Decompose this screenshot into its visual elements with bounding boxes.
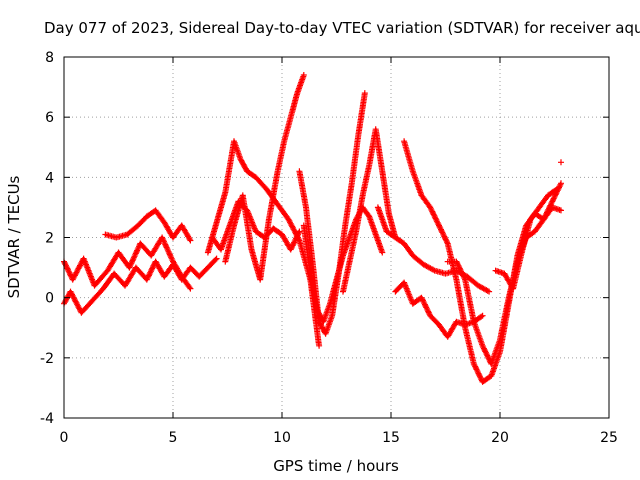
series-sat-track-14 [492,186,560,292]
x-tick-label: 0 [60,430,69,446]
x-axis-label: GPS time / hours [273,457,399,475]
series-sat-track-6 [222,72,307,283]
y-tick-label: 0 [45,291,54,307]
y-tick-label: -2 [40,351,54,367]
series-sat-track-3 [102,207,194,244]
y-tick-label: 4 [45,170,54,186]
x-tick-label: 10 [273,430,291,446]
x-tick-label: 15 [382,430,400,446]
series-sat-track-9 [340,126,399,295]
y-axis-label: SDTVAR / TECUs [5,175,23,298]
x-tick-label: 5 [169,430,178,446]
series-sat-track-15 [558,159,564,166]
data-series [61,72,564,385]
y-tick-label: 2 [45,231,54,247]
y-tick-label: 6 [45,110,54,126]
axis-ticks: 0 5 10 15 20 25 -4 -2 0 2 4 6 8 [40,50,618,446]
y-tick-label: -4 [40,411,54,427]
series-sat-track-11 [392,279,486,340]
x-tick-label: 25 [600,430,618,446]
x-tick-label: 20 [491,430,509,446]
chart-title: Day 077 of 2023, Sidereal Day-to-day VTE… [44,19,640,37]
y-tick-label: 8 [45,50,54,66]
